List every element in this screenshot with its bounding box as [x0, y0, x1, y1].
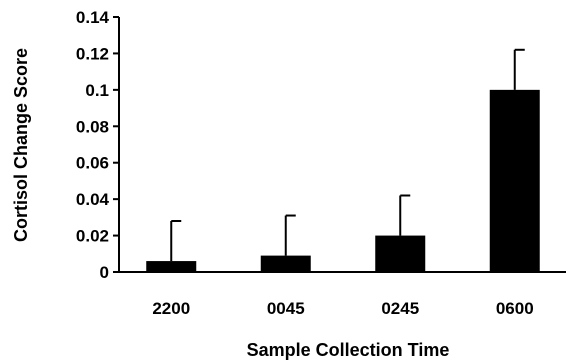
y-tick-label: 0.06 [76, 154, 109, 173]
y-tick-label: 0.12 [76, 44, 109, 63]
y-tick-label: 0.14 [76, 8, 110, 27]
y-tick-label: 0 [100, 263, 109, 282]
y-tick-label: 0.04 [76, 190, 110, 209]
x-tick-label: 2200 [152, 299, 190, 318]
x-tick-label: 0245 [381, 299, 419, 318]
y-axis-title: Cortisol Change Score [11, 48, 31, 242]
bar [375, 235, 426, 272]
x-axis-title: Sample Collection Time [247, 340, 450, 360]
y-tick-label: 0.02 [76, 227, 109, 246]
x-tick-label: 0045 [267, 299, 305, 318]
plot-area: 0 0.02 0.04 0.06 0.08 0.1 0.12 0.14 2200 0045 0245… [76, 8, 566, 318]
x-tick-label: 0600 [496, 299, 534, 318]
bar [260, 255, 311, 272]
bar [489, 89, 540, 272]
y-tick-label: 0.1 [85, 81, 109, 100]
y-tick-label: 0.08 [76, 117, 109, 136]
bar [146, 261, 197, 272]
